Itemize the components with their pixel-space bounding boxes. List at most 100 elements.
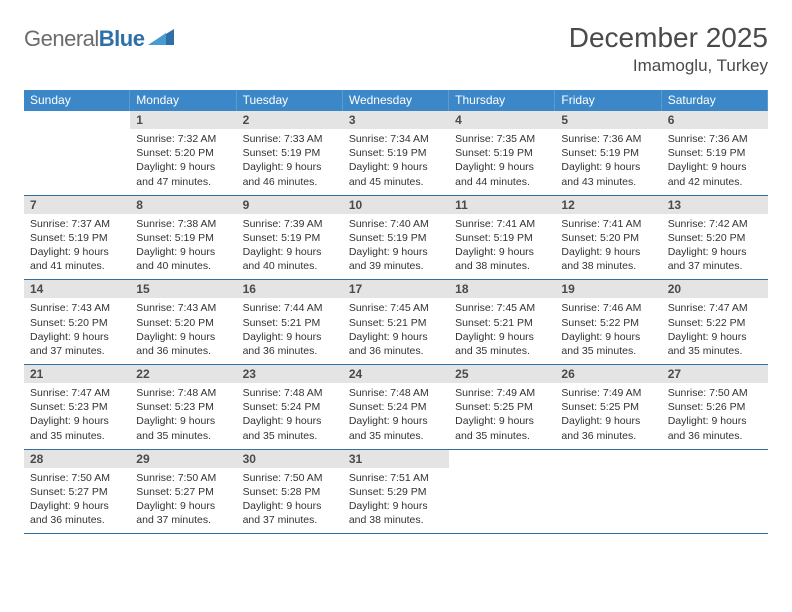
day-details: Sunrise: 7:35 AMSunset: 5:19 PMDaylight:…: [449, 129, 555, 195]
daylight-line-2: and 36 minutes.: [243, 344, 337, 358]
calendar-cell: 14Sunrise: 7:43 AMSunset: 5:20 PMDayligh…: [24, 280, 130, 365]
calendar-cell: 10Sunrise: 7:40 AMSunset: 5:19 PMDayligh…: [343, 196, 449, 281]
daylight-line-2: and 35 minutes.: [455, 344, 549, 358]
calendar-cell: 1Sunrise: 7:32 AMSunset: 5:20 PMDaylight…: [130, 111, 236, 196]
daylight-line-1: Daylight: 9 hours: [136, 499, 230, 513]
daylight-line-1: Daylight: 9 hours: [243, 499, 337, 513]
sunrise-line: Sunrise: 7:46 AM: [561, 301, 655, 315]
daylight-line-2: and 45 minutes.: [349, 175, 443, 189]
sunrise-line: Sunrise: 7:50 AM: [136, 471, 230, 485]
sunset-line: Sunset: 5:19 PM: [455, 146, 549, 160]
daylight-line-1: Daylight: 9 hours: [30, 330, 124, 344]
day-details: Sunrise: 7:37 AMSunset: 5:19 PMDaylight:…: [24, 214, 130, 280]
calendar-cell: 17Sunrise: 7:45 AMSunset: 5:21 PMDayligh…: [343, 280, 449, 365]
sunset-line: Sunset: 5:20 PM: [561, 231, 655, 245]
day-number: 8: [130, 196, 236, 214]
day-number: 31: [343, 450, 449, 468]
daylight-line-1: Daylight: 9 hours: [561, 414, 655, 428]
day-of-week-header: Monday: [130, 90, 236, 111]
daylight-line-2: and 35 minutes.: [349, 429, 443, 443]
calendar-cell: 20Sunrise: 7:47 AMSunset: 5:22 PMDayligh…: [662, 280, 768, 365]
day-details: Sunrise: 7:50 AMSunset: 5:27 PMDaylight:…: [24, 468, 130, 534]
sunset-line: Sunset: 5:20 PM: [668, 231, 762, 245]
calendar-cell: 29Sunrise: 7:50 AMSunset: 5:27 PMDayligh…: [130, 450, 236, 535]
daylight-line-2: and 35 minutes.: [561, 344, 655, 358]
daylight-line-2: and 36 minutes.: [30, 513, 124, 527]
daylight-line-2: and 40 minutes.: [136, 259, 230, 273]
daylight-line-1: Daylight: 9 hours: [561, 330, 655, 344]
day-details: Sunrise: 7:42 AMSunset: 5:20 PMDaylight:…: [662, 214, 768, 280]
logo: GeneralBlue: [24, 26, 174, 52]
day-details: Sunrise: 7:32 AMSunset: 5:20 PMDaylight:…: [130, 129, 236, 195]
calendar-cell: 7Sunrise: 7:37 AMSunset: 5:19 PMDaylight…: [24, 196, 130, 281]
daylight-line-1: Daylight: 9 hours: [668, 414, 762, 428]
daylight-line-1: Daylight: 9 hours: [561, 160, 655, 174]
sunrise-line: Sunrise: 7:47 AM: [30, 386, 124, 400]
day-number: 15: [130, 280, 236, 298]
day-details: Sunrise: 7:43 AMSunset: 5:20 PMDaylight:…: [130, 298, 236, 364]
day-of-week-header: Wednesday: [343, 90, 449, 111]
day-number: 28: [24, 450, 130, 468]
sunset-line: Sunset: 5:27 PM: [136, 485, 230, 499]
sunset-line: Sunset: 5:19 PM: [455, 231, 549, 245]
daylight-line-1: Daylight: 9 hours: [30, 414, 124, 428]
calendar-cell-empty: [555, 450, 661, 535]
day-of-week-header: Sunday: [24, 90, 130, 111]
sunset-line: Sunset: 5:23 PM: [30, 400, 124, 414]
sunrise-line: Sunrise: 7:44 AM: [243, 301, 337, 315]
daylight-line-2: and 38 minutes.: [561, 259, 655, 273]
day-of-week-header: Saturday: [662, 90, 768, 111]
calendar-cell: 13Sunrise: 7:42 AMSunset: 5:20 PMDayligh…: [662, 196, 768, 281]
day-details: Sunrise: 7:40 AMSunset: 5:19 PMDaylight:…: [343, 214, 449, 280]
daylight-line-2: and 35 minutes.: [243, 429, 337, 443]
calendar-cell: 11Sunrise: 7:41 AMSunset: 5:19 PMDayligh…: [449, 196, 555, 281]
daylight-line-2: and 36 minutes.: [561, 429, 655, 443]
day-number: 10: [343, 196, 449, 214]
daylight-line-2: and 35 minutes.: [30, 429, 124, 443]
daylight-line-2: and 41 minutes.: [30, 259, 124, 273]
daylight-line-1: Daylight: 9 hours: [668, 160, 762, 174]
month-title: December 2025: [569, 22, 768, 54]
daylight-line-1: Daylight: 9 hours: [561, 245, 655, 259]
sunset-line: Sunset: 5:21 PM: [455, 316, 549, 330]
sunrise-line: Sunrise: 7:49 AM: [455, 386, 549, 400]
logo-triangle-icon: [148, 29, 174, 50]
sunset-line: Sunset: 5:23 PM: [136, 400, 230, 414]
logo-text-part2: Blue: [99, 26, 145, 51]
daylight-line-2: and 39 minutes.: [349, 259, 443, 273]
sunrise-line: Sunrise: 7:38 AM: [136, 217, 230, 231]
daylight-line-2: and 35 minutes.: [668, 344, 762, 358]
daylight-line-2: and 37 minutes.: [30, 344, 124, 358]
sunset-line: Sunset: 5:20 PM: [136, 146, 230, 160]
day-number: 12: [555, 196, 661, 214]
day-number: 17: [343, 280, 449, 298]
day-details: Sunrise: 7:48 AMSunset: 5:23 PMDaylight:…: [130, 383, 236, 449]
daylight-line-2: and 43 minutes.: [561, 175, 655, 189]
calendar-cell: 5Sunrise: 7:36 AMSunset: 5:19 PMDaylight…: [555, 111, 661, 196]
sunset-line: Sunset: 5:25 PM: [561, 400, 655, 414]
day-details: Sunrise: 7:48 AMSunset: 5:24 PMDaylight:…: [343, 383, 449, 449]
sunrise-line: Sunrise: 7:32 AM: [136, 132, 230, 146]
day-details: Sunrise: 7:50 AMSunset: 5:27 PMDaylight:…: [130, 468, 236, 534]
day-details: Sunrise: 7:38 AMSunset: 5:19 PMDaylight:…: [130, 214, 236, 280]
daylight-line-2: and 36 minutes.: [136, 344, 230, 358]
day-number: 20: [662, 280, 768, 298]
daylight-line-2: and 38 minutes.: [349, 513, 443, 527]
sunrise-line: Sunrise: 7:50 AM: [668, 386, 762, 400]
sunset-line: Sunset: 5:19 PM: [243, 231, 337, 245]
sunset-line: Sunset: 5:24 PM: [243, 400, 337, 414]
day-details: Sunrise: 7:43 AMSunset: 5:20 PMDaylight:…: [24, 298, 130, 364]
day-number: 23: [237, 365, 343, 383]
daylight-line-1: Daylight: 9 hours: [136, 414, 230, 428]
sunrise-line: Sunrise: 7:35 AM: [455, 132, 549, 146]
calendar-cell: 28Sunrise: 7:50 AMSunset: 5:27 PMDayligh…: [24, 450, 130, 535]
daylight-line-1: Daylight: 9 hours: [668, 245, 762, 259]
sunrise-line: Sunrise: 7:37 AM: [30, 217, 124, 231]
sunset-line: Sunset: 5:26 PM: [668, 400, 762, 414]
sunset-line: Sunset: 5:20 PM: [30, 316, 124, 330]
sunrise-line: Sunrise: 7:39 AM: [243, 217, 337, 231]
day-number: 13: [662, 196, 768, 214]
sunrise-line: Sunrise: 7:45 AM: [455, 301, 549, 315]
sunrise-line: Sunrise: 7:34 AM: [349, 132, 443, 146]
calendar-cell: 4Sunrise: 7:35 AMSunset: 5:19 PMDaylight…: [449, 111, 555, 196]
